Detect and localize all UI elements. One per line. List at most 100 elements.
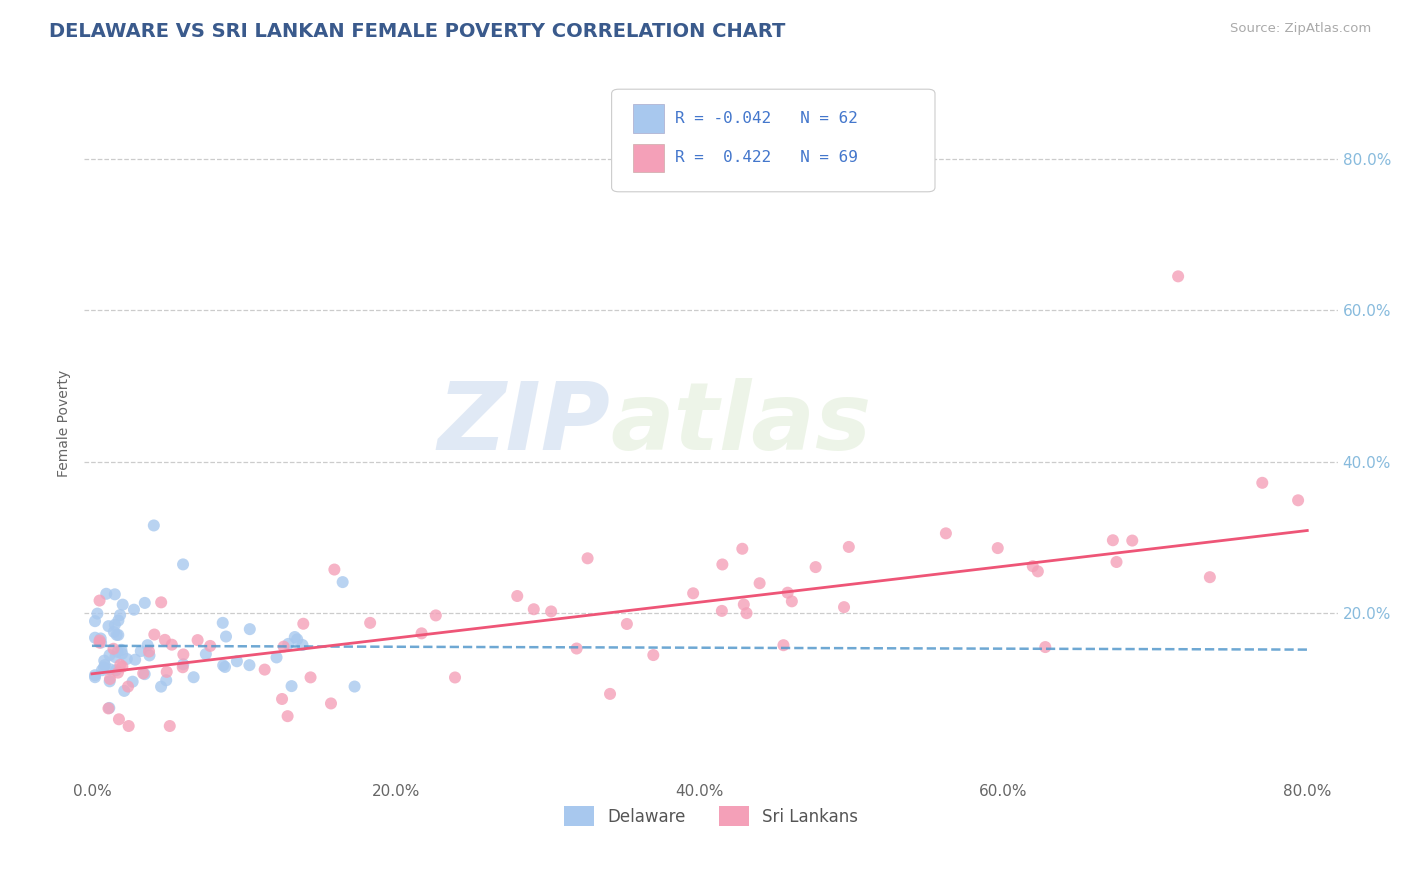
Point [89, 593, 111, 607]
Point [111, 598, 134, 612]
Point [110, 657, 132, 672]
Point [359, 615, 381, 630]
Point [1033, 640, 1056, 654]
Text: DELAWARE VS SRI LANKAN FEMALE POVERTY CORRELATION CHART: DELAWARE VS SRI LANKAN FEMALE POVERTY CO… [49, 22, 786, 41]
Point [90, 632, 112, 646]
Point [104, 617, 127, 632]
Point [117, 680, 139, 694]
Point [142, 518, 165, 533]
Point [90, 635, 112, 649]
Point [214, 660, 236, 674]
Point [211, 615, 233, 630]
Point [284, 630, 307, 644]
Point [107, 614, 129, 628]
Point [935, 526, 957, 541]
Point [138, 644, 160, 658]
Point [285, 632, 308, 647]
Point [731, 541, 754, 556]
Point [98, 648, 121, 662]
Point [84, 668, 107, 682]
Point [291, 638, 314, 652]
Point [107, 645, 129, 659]
Point [172, 558, 194, 572]
Point [134, 667, 156, 681]
Point [105, 628, 128, 642]
Point [150, 595, 173, 609]
Point [444, 670, 467, 684]
Point [239, 622, 262, 636]
Point [84, 670, 107, 684]
Point [710, 604, 733, 618]
Point [183, 670, 205, 684]
Point [98, 672, 121, 686]
Point [115, 652, 138, 666]
Point [143, 627, 166, 641]
Point [111, 659, 134, 673]
Y-axis label: Female Poverty: Female Poverty [58, 370, 72, 477]
Point [1022, 559, 1045, 574]
Point [132, 666, 155, 681]
Point [118, 719, 141, 733]
Point [266, 650, 288, 665]
Point [172, 648, 194, 662]
Point [215, 630, 238, 644]
Point [1286, 493, 1309, 508]
Point [194, 647, 217, 661]
Point [198, 639, 221, 653]
Point [1102, 533, 1125, 548]
Point [343, 680, 366, 694]
Point [682, 586, 704, 600]
Point [319, 697, 342, 711]
Point [776, 585, 799, 599]
Point [97, 619, 120, 633]
Point [98, 701, 121, 715]
Point [96, 587, 118, 601]
Point [332, 575, 354, 590]
Point [98, 674, 121, 689]
Point [733, 598, 755, 612]
Point [160, 638, 183, 652]
Point [121, 674, 143, 689]
Point [616, 617, 638, 632]
Point [93, 654, 115, 668]
Point [711, 558, 734, 572]
Point [129, 644, 152, 658]
Point [253, 663, 276, 677]
Legend: Delaware, Sri Lankans: Delaware, Sri Lankans [555, 797, 866, 835]
Point [97, 701, 120, 715]
Point [108, 608, 131, 623]
Point [1121, 533, 1143, 548]
Point [187, 633, 209, 648]
Point [110, 643, 132, 657]
Point [772, 638, 794, 652]
Point [411, 626, 433, 640]
Point [107, 628, 129, 642]
Point [804, 560, 827, 574]
Point [108, 712, 131, 726]
Point [323, 563, 346, 577]
Point [1198, 570, 1220, 584]
Point [643, 648, 665, 662]
Point [425, 608, 447, 623]
Point [150, 680, 173, 694]
Point [576, 551, 599, 566]
Point [565, 641, 588, 656]
Point [780, 594, 803, 608]
Point [138, 648, 160, 663]
Point [103, 624, 125, 639]
Point [84, 614, 107, 628]
Text: R =  0.422   N = 69: R = 0.422 N = 69 [675, 151, 858, 165]
Point [98, 662, 121, 676]
Point [89, 633, 111, 648]
Point [89, 635, 111, 649]
Point [735, 606, 758, 620]
Point [93, 660, 115, 674]
Point [159, 719, 181, 733]
Point [104, 587, 127, 601]
Point [748, 576, 770, 591]
Point [153, 632, 176, 647]
Point [134, 596, 156, 610]
Point [94, 658, 117, 673]
Point [832, 600, 855, 615]
Point [1105, 555, 1128, 569]
